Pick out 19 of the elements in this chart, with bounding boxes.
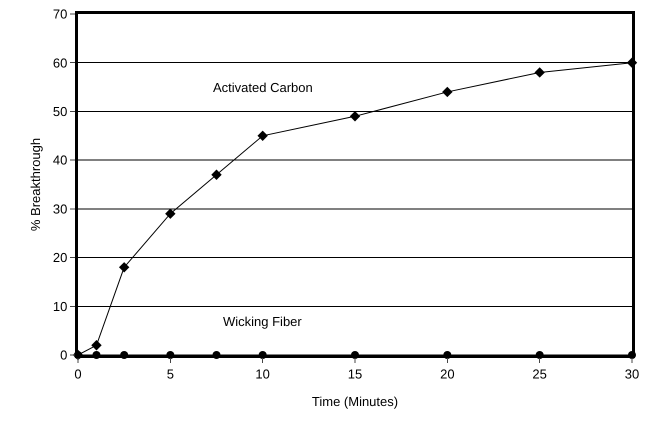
y-axis-title: % Breakthrough [28, 138, 43, 232]
y-tick-label: 60 [52, 55, 68, 70]
y-tick-label: 10 [52, 298, 68, 314]
y-tick-label: 70 [52, 6, 68, 22]
y-tick-label: 30 [52, 201, 68, 216]
x-tick-label: 30 [624, 366, 640, 382]
x-tick-label: 25 [532, 366, 547, 382]
y-tick-label: 50 [52, 104, 68, 119]
x-tick-label: 20 [440, 366, 455, 382]
series-label: Wicking Fiber [223, 314, 302, 329]
text: Activated Carbon [213, 80, 313, 95]
y-tick-label: 0 [60, 348, 68, 363]
y-tick-label: 40 [52, 152, 68, 168]
x-tick-label: 10 [255, 366, 270, 382]
x-tick-label: 15 [348, 366, 362, 382]
x-axis-title: Time (Minutes) [312, 394, 398, 409]
x-tick-label: 5 [166, 366, 174, 382]
x-tick-label: 0 [74, 366, 82, 382]
y-tick-label: 20 [52, 250, 68, 266]
